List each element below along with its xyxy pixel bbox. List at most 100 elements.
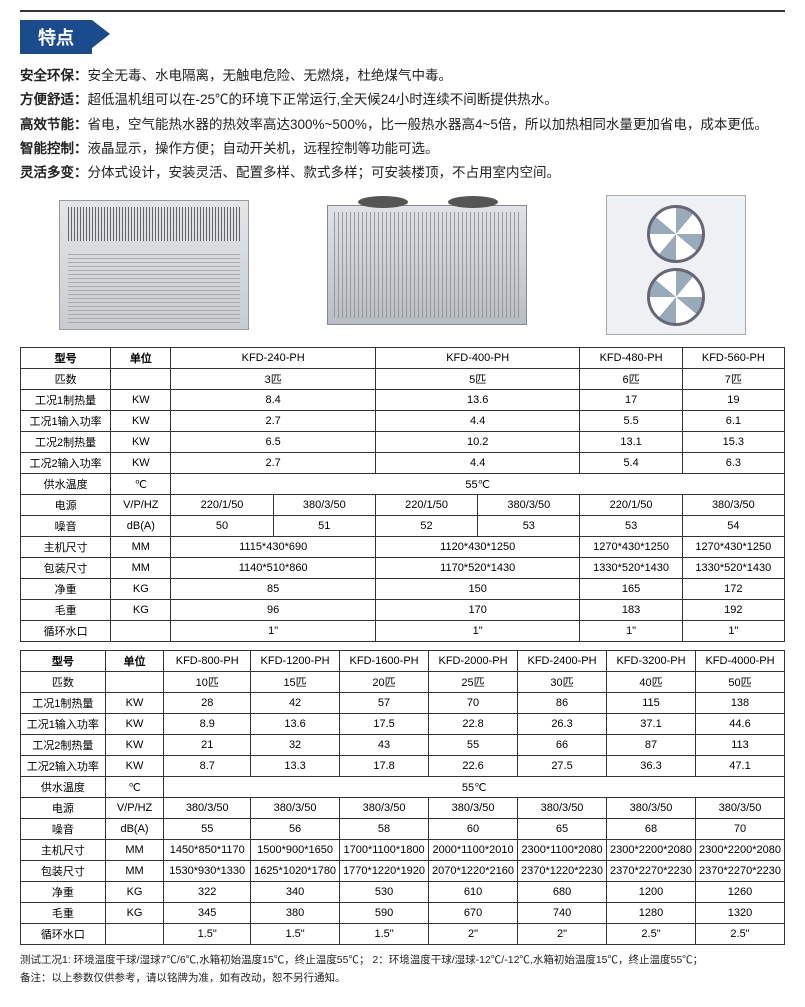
row-label: 包装尺寸 [21, 558, 111, 579]
cell: 58 [340, 819, 429, 840]
cell: 55℃ [164, 777, 785, 798]
cell: 380 [251, 903, 340, 924]
row-unit: ℃ [111, 474, 171, 495]
cell: 380/3/50 [682, 495, 784, 516]
row-label: 包装尺寸 [21, 861, 106, 882]
feature-line: 灵活多变：分体式设计，安装灵活、配置多样、款式多样；可安装楼顶，不占用室内空间。 [20, 161, 785, 185]
cell: 2300*1100*2080 [518, 840, 607, 861]
cell: KFD-560-PH [682, 348, 784, 369]
cell: 380/3/50 [696, 798, 785, 819]
cell: 36.3 [607, 756, 696, 777]
row-unit: KW [111, 432, 171, 453]
cell: 25匹 [429, 672, 518, 693]
row-label: 型号 [21, 348, 111, 369]
cell: 8.4 [171, 390, 376, 411]
cell: KFD-800-PH [164, 651, 251, 672]
fan-icon [647, 268, 705, 326]
cell: 322 [164, 882, 251, 903]
cell: 43 [340, 735, 429, 756]
cell: 2.7 [171, 411, 376, 432]
cell: 220/1/50 [580, 495, 682, 516]
row-label: 净重 [21, 882, 106, 903]
features-block: 安全环保：安全无毒、水电隔离，无触电危险、无燃烧，杜绝煤气中毒。方便舒适：超低温… [20, 64, 785, 185]
row-label: 匹数 [21, 369, 111, 390]
cell: 3匹 [171, 369, 376, 390]
cell: 170 [375, 600, 580, 621]
cell: 1" [375, 621, 580, 642]
cell: 37.1 [607, 714, 696, 735]
feature-label: 智能控制： [20, 141, 88, 156]
feature-text: 安全无毒、水电隔离，无触电危险、无燃烧，杜绝煤气中毒。 [88, 68, 453, 83]
cell: 1" [171, 621, 376, 642]
row-unit [105, 924, 164, 945]
row-unit: MM [111, 558, 171, 579]
cell: 96 [171, 600, 376, 621]
footnote-1: 测试工况1: 环境温度干球/湿球7℃/6℃,水箱初始温度15℃，终止温度55℃；… [20, 953, 785, 969]
cell: 5匹 [375, 369, 580, 390]
cell: KFD-4000-PH [696, 651, 785, 672]
row-unit: MM [105, 861, 164, 882]
row-unit: dB(A) [105, 819, 164, 840]
cell: 13.6 [251, 714, 340, 735]
cell: 50匹 [696, 672, 785, 693]
cell: 21 [164, 735, 251, 756]
feature-line: 智能控制：液晶显示，操作方便；自动开关机，远程控制等功能可选。 [20, 137, 785, 161]
row-label: 噪音 [21, 516, 111, 537]
cell: 5.5 [580, 411, 682, 432]
cell: 172 [682, 579, 784, 600]
cell: 4.4 [375, 411, 580, 432]
cell: 1320 [696, 903, 785, 924]
cell: KFD-1600-PH [340, 651, 429, 672]
row-label: 循环水口 [21, 621, 111, 642]
feature-line: 高效节能：省电，空气能热水器的热效率高达300%~500%，比一般热水器高4~5… [20, 113, 785, 137]
cell: 2.7 [171, 453, 376, 474]
cell: 8.9 [164, 714, 251, 735]
cell: 10匹 [164, 672, 251, 693]
row-unit: KG [105, 903, 164, 924]
cell: 53 [580, 516, 682, 537]
cell: 2" [429, 924, 518, 945]
cell: 380/3/50 [251, 798, 340, 819]
row-unit: KW [105, 735, 164, 756]
product-image-2 [327, 205, 527, 325]
cell: 380/3/50 [607, 798, 696, 819]
cell: 380/3/50 [340, 798, 429, 819]
cell: 6.1 [682, 411, 784, 432]
cell: 590 [340, 903, 429, 924]
cell: 1.5" [251, 924, 340, 945]
cell: 345 [164, 903, 251, 924]
cell: 70 [429, 693, 518, 714]
row-unit: KG [111, 579, 171, 600]
row-label: 匹数 [21, 672, 106, 693]
cell: 68 [607, 819, 696, 840]
product-image-1 [59, 200, 249, 330]
cell: 17 [580, 390, 682, 411]
row-unit: KW [105, 756, 164, 777]
row-label: 循环水口 [21, 924, 106, 945]
cell: 55 [164, 819, 251, 840]
cell: 10.2 [375, 432, 580, 453]
cell: 380/3/50 [164, 798, 251, 819]
row-unit: KW [111, 453, 171, 474]
row-label: 工况1制热量 [21, 693, 106, 714]
row-unit: KW [105, 693, 164, 714]
cell: KFD-1200-PH [251, 651, 340, 672]
feature-label: 灵活多变： [20, 165, 88, 180]
cell: KFD-2400-PH [518, 651, 607, 672]
cell: 47.1 [696, 756, 785, 777]
cell: 1.5" [164, 924, 251, 945]
cell: 1625*1020*1780 [251, 861, 340, 882]
cell: 85 [171, 579, 376, 600]
cell: 1270*430*1250 [580, 537, 682, 558]
feature-label: 方便舒适： [20, 92, 88, 107]
cell: 2070*1220*2160 [429, 861, 518, 882]
section-title: 特点 [20, 20, 92, 54]
row-unit [111, 369, 171, 390]
cell: 54 [682, 516, 784, 537]
row-label: 电源 [21, 798, 106, 819]
cell: 60 [429, 819, 518, 840]
cell: 15.3 [682, 432, 784, 453]
cell: 2.5" [607, 924, 696, 945]
row-unit: KW [105, 714, 164, 735]
cell: 70 [696, 819, 785, 840]
